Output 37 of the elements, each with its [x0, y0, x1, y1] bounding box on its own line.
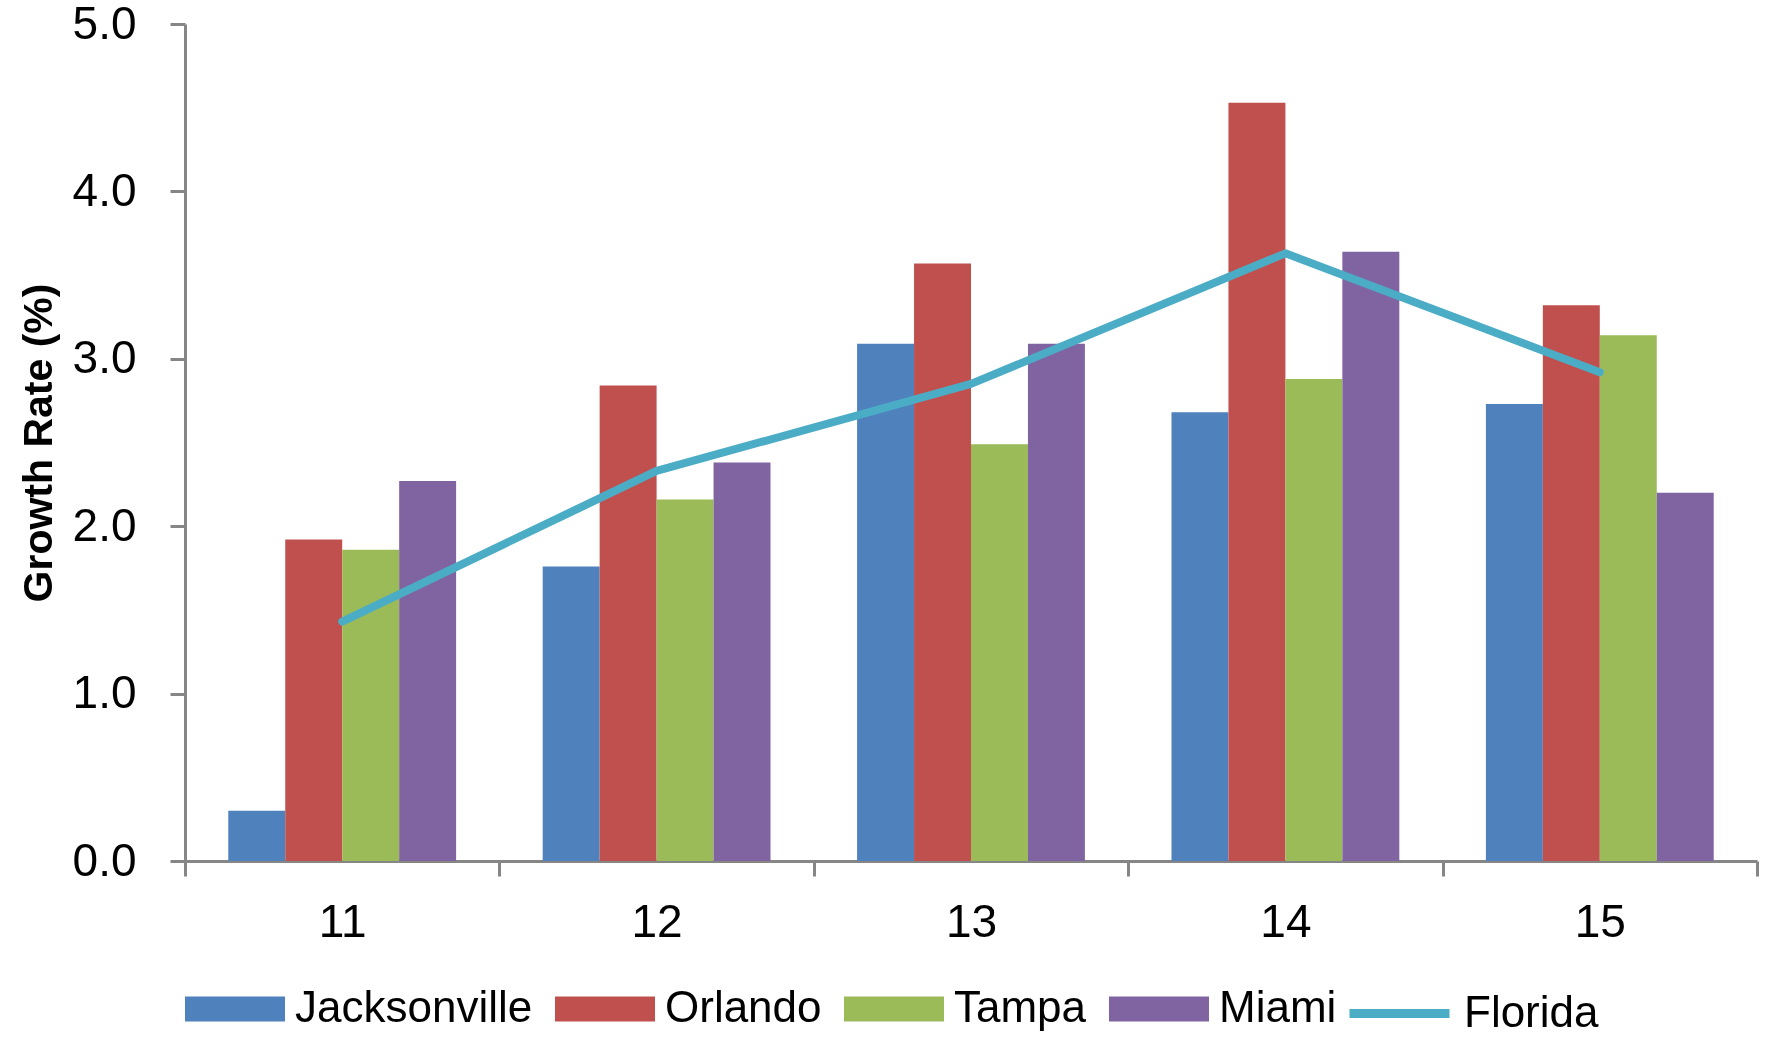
bar — [857, 343, 915, 861]
y-tick-label: 2.0 — [72, 498, 137, 551]
bar — [1171, 412, 1229, 861]
bar — [342, 549, 400, 861]
y-tick-label: 1.0 — [72, 666, 137, 719]
legend-label: Florida — [1464, 986, 1600, 1036]
bar — [542, 566, 600, 861]
bar — [1485, 404, 1543, 861]
bar — [1027, 343, 1085, 861]
bar — [1599, 335, 1657, 861]
legend-label: Miami — [1219, 982, 1337, 1031]
y-tick-label: 0.0 — [72, 833, 137, 886]
bar — [1228, 102, 1286, 861]
legend-label: Tampa — [954, 982, 1087, 1031]
x-tick-label: 15 — [1574, 894, 1626, 947]
x-tick-label: 12 — [631, 894, 683, 947]
y-tick-label: 4.0 — [72, 163, 137, 216]
legend-label: Jacksonville — [295, 982, 533, 1031]
bar — [713, 462, 771, 861]
x-tick-label: 13 — [945, 894, 998, 947]
y-axis-title: Growth Rate (%) — [14, 283, 61, 603]
legend-label: Orlando — [665, 982, 822, 1031]
bar — [914, 263, 971, 861]
bar — [971, 444, 1028, 861]
bar — [1656, 492, 1714, 861]
x-tick-label: 11 — [318, 894, 367, 947]
bar — [656, 499, 714, 861]
x-tick-label: 14 — [1260, 894, 1312, 947]
y-tick-label: 3.0 — [72, 331, 137, 384]
bar — [1342, 251, 1400, 861]
bar — [228, 810, 286, 861]
bar — [285, 539, 343, 861]
bar — [599, 385, 657, 861]
bar — [1542, 305, 1600, 861]
y-tick-label: 5.0 — [72, 0, 137, 49]
bar — [399, 481, 457, 861]
bar — [1285, 378, 1343, 861]
